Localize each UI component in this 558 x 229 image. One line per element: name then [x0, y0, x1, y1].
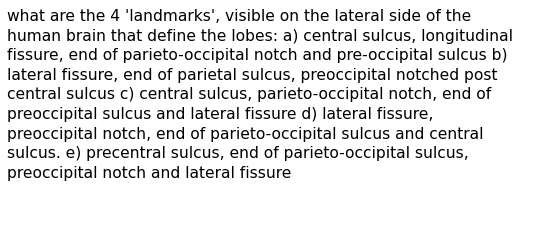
- Text: what are the 4 'landmarks', visible on the lateral side of the
human brain that : what are the 4 'landmarks', visible on t…: [7, 9, 513, 180]
